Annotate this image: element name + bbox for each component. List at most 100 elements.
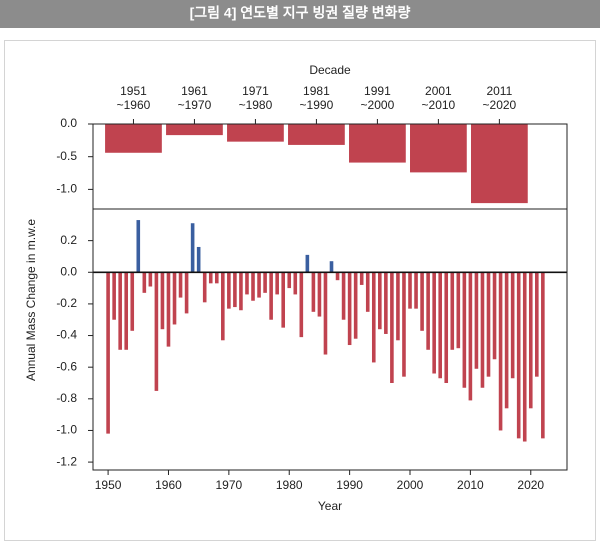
year-bar [227, 272, 231, 309]
decade-label: ~1970 [178, 98, 212, 112]
x-tick-label: 1950 [95, 478, 122, 492]
year-bar [522, 272, 527, 442]
x-tick-label: 2010 [457, 478, 484, 492]
year-bar [281, 272, 286, 328]
x-tick-label: 1990 [336, 478, 363, 492]
year-bar [269, 272, 273, 320]
x-tick-label: 2020 [517, 478, 544, 492]
y-tick-label: -0.4 [56, 328, 77, 342]
y-axis-label: Annual Mass Change in m.w.e [24, 219, 38, 381]
year-bar [208, 272, 213, 284]
year-bar [166, 272, 171, 347]
year-bar [124, 272, 129, 350]
x-tick-label: 1970 [216, 478, 243, 492]
year-bar [106, 272, 110, 434]
decade-label: 2011 [486, 84, 512, 98]
y-tick-label: -1.0 [56, 423, 77, 437]
x-axis-label: Year [318, 499, 342, 513]
year-bar [402, 272, 406, 377]
decade-label: ~1990 [300, 98, 334, 112]
year-bar [438, 272, 442, 379]
year-bar [142, 272, 147, 293]
panel-border [4, 40, 596, 541]
year-bar [245, 272, 249, 295]
year-bar [299, 272, 304, 338]
y-tick-label: -1.0 [56, 182, 77, 196]
decade-label: 1961 [181, 84, 208, 98]
decade-bar [105, 124, 162, 153]
year-bar [504, 272, 509, 409]
year-bar [528, 272, 533, 409]
y-tick-label: 0.2 [60, 233, 77, 247]
year-bar [450, 272, 455, 350]
plot-frame [92, 208, 568, 471]
y-tick-label: -0.5 [56, 149, 77, 163]
year-bar [444, 272, 449, 383]
year-bar [541, 272, 545, 439]
year-bar [353, 272, 358, 339]
y-tick-label: -0.6 [56, 359, 77, 373]
year-bar [275, 272, 279, 295]
year-bar [287, 272, 292, 289]
year-bar [486, 272, 491, 377]
decade-bar [470, 124, 528, 204]
decade-label: 2001 [425, 84, 452, 98]
year-bar [221, 272, 225, 341]
y-tick-label: 0.0 [60, 116, 77, 130]
year-bar [462, 272, 467, 388]
year-bar [492, 272, 497, 360]
year-bar [371, 272, 376, 363]
year-bar [498, 272, 503, 431]
year-bar [396, 272, 400, 341]
year-bar [233, 272, 237, 308]
decade-label: 1971 [242, 84, 269, 98]
year-bar [414, 272, 418, 309]
decade-label: ~2020 [483, 98, 517, 112]
year-bar [311, 272, 316, 312]
year-bar [378, 272, 382, 330]
decade-label: 1981 [303, 84, 330, 98]
decade-label: ~2000 [361, 98, 395, 112]
year-bar [148, 272, 153, 287]
year-bar [384, 272, 388, 334]
decade-bar [349, 124, 406, 163]
x-axis-label: Decade [309, 63, 351, 77]
year-bar [178, 272, 183, 298]
year-bar [239, 272, 243, 311]
decade-label: ~2010 [422, 98, 456, 112]
year-bar [335, 272, 340, 281]
year-bar [251, 272, 255, 301]
decade-label: 1951 [120, 84, 147, 98]
year-bar [329, 261, 334, 273]
year-bar [112, 272, 116, 320]
year-bar [468, 272, 473, 401]
year-bar [293, 272, 298, 295]
year-bar [160, 272, 165, 330]
x-tick-label: 1980 [276, 478, 303, 492]
decade-bar [227, 124, 284, 142]
x-tick-label: 2000 [397, 478, 424, 492]
y-tick-label: -0.8 [56, 391, 77, 405]
year-bar [359, 272, 364, 285]
year-bar [456, 272, 461, 349]
decade-bar [288, 124, 345, 145]
year-bar [172, 272, 177, 325]
year-bar [474, 272, 479, 369]
x-tick-label: 1960 [155, 478, 182, 492]
year-bar [432, 272, 436, 374]
y-tick-label: 0.0 [60, 264, 77, 278]
year-bar [257, 272, 261, 298]
decade-label: 1991 [364, 84, 391, 98]
year-bar [516, 272, 521, 439]
year-bar [136, 220, 141, 273]
year-bar [184, 272, 189, 314]
year-bar [305, 254, 310, 273]
header-title: [그림 4] 연도별 지구 빙권 질량 변화량 [190, 5, 411, 21]
year-bar [426, 272, 430, 350]
y-tick-label: -1.2 [56, 454, 77, 468]
decade-label: ~1960 [117, 98, 151, 112]
year-bar [130, 272, 135, 331]
year-bar [317, 272, 322, 317]
year-bar [510, 272, 515, 379]
